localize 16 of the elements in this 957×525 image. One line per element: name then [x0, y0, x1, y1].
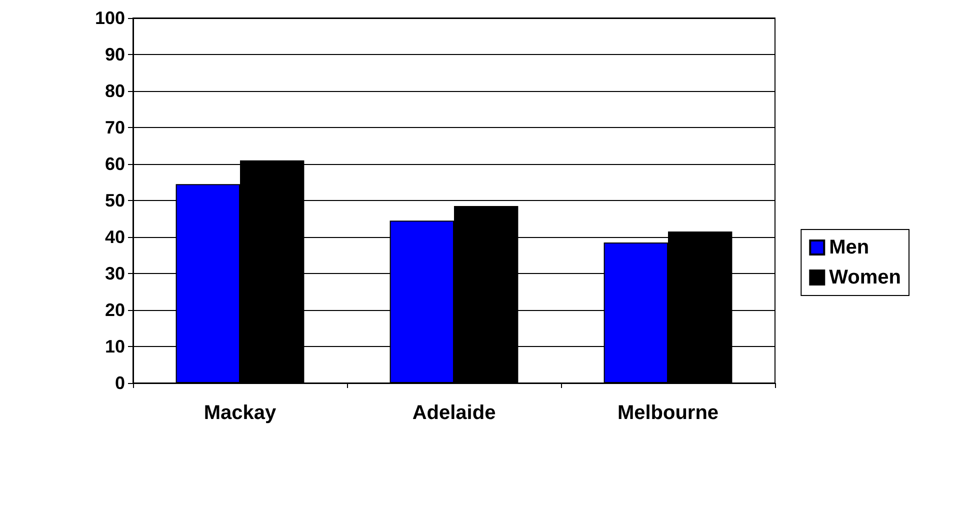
y-tick-label: 60 [104, 154, 125, 174]
legend-label: Men [829, 236, 870, 258]
y-tick-label: 80 [104, 81, 125, 101]
x-tick-label: Adelaide [412, 402, 496, 424]
y-tick-label: 30 [104, 264, 125, 284]
y-tick-label: 40 [104, 227, 125, 247]
y-tick-label: 10 [104, 336, 125, 356]
legend-label: Women [829, 266, 902, 288]
x-tick-label: Melbourne [617, 402, 719, 424]
y-tick-label: 100 [94, 8, 125, 28]
y-tick-label: 20 [104, 300, 125, 320]
x-tick-label: Mackay [204, 402, 278, 424]
y-tick-label: 90 [104, 44, 125, 64]
y-tick-label: 70 [104, 118, 125, 138]
y-tick-label: 0 [114, 373, 125, 393]
y-tick-label: 50 [104, 190, 125, 210]
